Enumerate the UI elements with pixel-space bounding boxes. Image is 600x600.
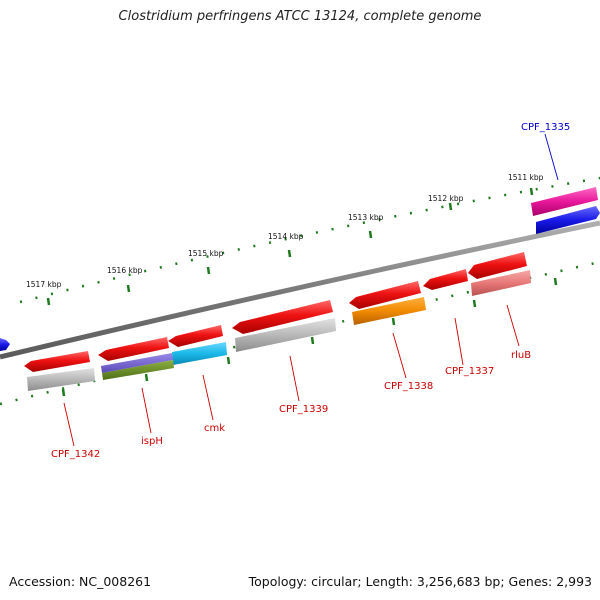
gene-cpf-1335[interactable] (531, 187, 600, 234)
gene-arrow (349, 281, 421, 309)
ruler-label: 1515 kbp (188, 249, 224, 258)
cog-bars (27, 270, 531, 391)
map-title: Clostridium perfringens ATCC 13124, comp… (118, 9, 482, 24)
ruler-label: 1512 kbp (428, 194, 464, 203)
gene-arrow (232, 300, 333, 334)
ruler-label: 1517 kbp (26, 280, 62, 289)
gene-label[interactable]: CPF_1335 (521, 122, 570, 133)
topology-text: Topology: circular; Length: 3,256,683 bp… (248, 574, 592, 589)
gene-arrow (98, 337, 169, 361)
ruler-label: 1514 kbp (268, 232, 304, 241)
ruler-label: 1511 kbp (508, 173, 544, 182)
gene-label[interactable]: CPF_1339 (279, 404, 328, 415)
gene-left-edge[interactable] (0, 338, 10, 351)
gene-label[interactable]: CPF_1342 (51, 449, 100, 460)
outer-ruler (19, 176, 600, 304)
leader-lines (63, 133, 559, 447)
forward-genes[interactable] (24, 252, 527, 372)
accession-text: Accession: NC_008261 (9, 574, 152, 589)
major-ticks (46, 187, 558, 397)
gene-arrow (468, 252, 527, 279)
gene-arrow (168, 325, 223, 347)
gene-label[interactable]: CPF_1337 (445, 366, 494, 377)
gene-label[interactable]: ispH (141, 436, 163, 447)
genome-backbone (0, 220, 600, 360)
gene-label[interactable]: rluB (511, 350, 531, 361)
ruler-label: 1513 kbp (348, 213, 384, 222)
gene-arrow (24, 351, 90, 372)
ruler-label: 1516 kbp (107, 266, 143, 275)
gene-label[interactable]: CPF_1338 (384, 381, 433, 392)
gene-arrow (423, 269, 468, 290)
gene-label[interactable]: cmk (204, 423, 225, 434)
